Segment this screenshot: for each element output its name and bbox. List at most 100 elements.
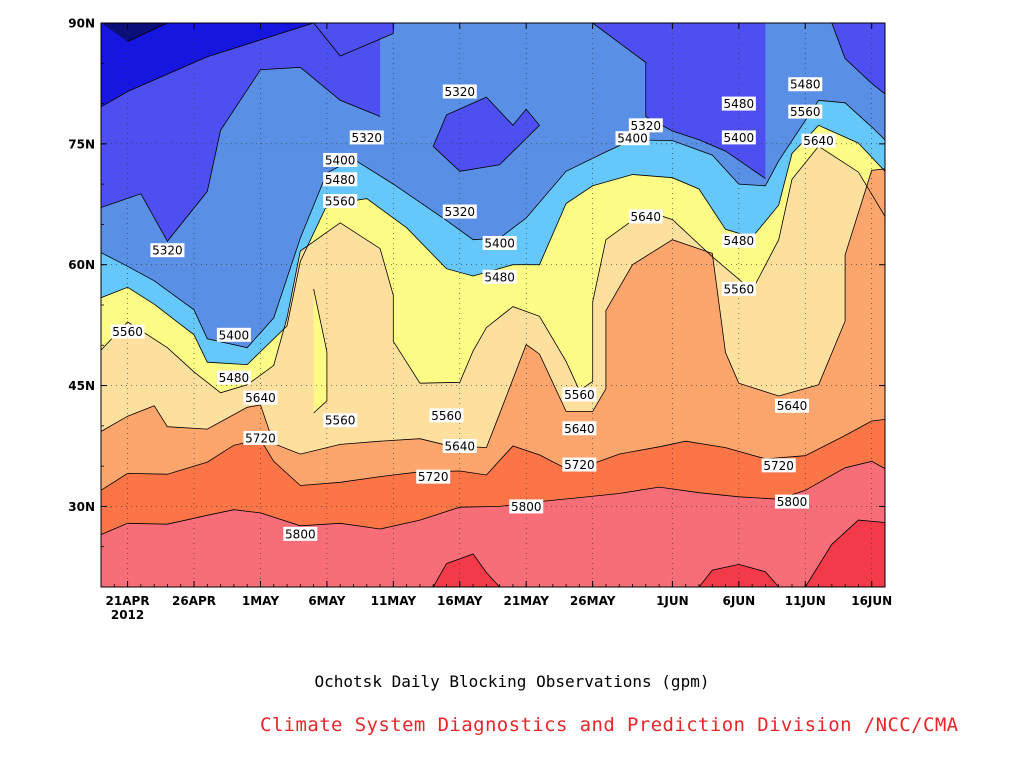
contour-label-box xyxy=(283,526,318,541)
contour-label-box xyxy=(721,233,756,248)
y-tick-label: 90N xyxy=(68,17,95,31)
contour-label-box xyxy=(442,84,477,99)
contour-label-box xyxy=(323,152,358,167)
contour-label-box xyxy=(482,269,517,284)
contour-label-text: 5480 xyxy=(219,371,250,385)
contour-label: 5560 xyxy=(323,194,358,209)
contour-label-text: 5640 xyxy=(564,422,595,436)
contour-label: 5480 xyxy=(788,77,823,92)
credit-line: Climate System Diagnostics and Predictio… xyxy=(260,714,959,736)
band-above-5880-a xyxy=(433,554,500,587)
contour-line-5480 xyxy=(101,124,885,366)
contour-label-text: 5640 xyxy=(245,391,276,405)
contour-label: 5320 xyxy=(442,84,477,99)
contour-line-5320 xyxy=(101,66,381,243)
y-tick-label: 75N xyxy=(68,137,95,151)
contour-label-text: 5480 xyxy=(724,234,755,248)
contour-label-box xyxy=(482,235,517,250)
contour-label-box xyxy=(323,172,358,187)
contour-label: 5640 xyxy=(562,421,597,436)
band-5240-5320-again xyxy=(101,23,314,107)
contour-label-text: 5720 xyxy=(418,470,449,484)
contour-label: 5480 xyxy=(216,370,251,385)
contour-label-box xyxy=(243,390,278,405)
band-5320-far-east xyxy=(831,23,885,94)
contour-label: 5640 xyxy=(774,398,809,413)
contour-label-text: 5320 xyxy=(445,85,476,99)
contour-label-box xyxy=(562,387,597,402)
contour-label: 5320 xyxy=(442,204,477,219)
contour-label-box xyxy=(323,413,358,428)
contour-label-box xyxy=(761,458,796,473)
x-tick-label: 11JUN xyxy=(785,594,826,608)
contour-label: 5640 xyxy=(243,390,278,405)
contour-label-text: 5720 xyxy=(245,431,276,445)
x-tick-label: 1MAY xyxy=(242,594,279,608)
contour-line-5320 xyxy=(831,23,885,95)
contour-label: 5320 xyxy=(349,130,384,145)
contour-label: 5560 xyxy=(429,408,464,423)
contour-label: 5400 xyxy=(323,152,358,167)
contour-label: 5720 xyxy=(761,458,796,473)
contour-label: 5640 xyxy=(801,133,836,148)
contour-label-box xyxy=(774,398,809,413)
contour-label-text: 5480 xyxy=(484,270,515,284)
contour-label-text: 5640 xyxy=(631,210,662,224)
contour-label-box xyxy=(110,324,145,339)
contour-line-5560 xyxy=(313,288,328,414)
contour-label: 5800 xyxy=(774,494,809,509)
contour-label-text: 5480 xyxy=(790,78,821,92)
contour-line-5880 xyxy=(804,519,885,587)
contour-label-text: 5400 xyxy=(325,153,356,167)
contour-label-box xyxy=(562,421,597,436)
contour-label-box xyxy=(429,408,464,423)
contour-chart: 5320 5400 5480 5560 5640 5720 5800 5560 5560 5480… xyxy=(68,17,892,623)
band-5320-west xyxy=(101,23,381,242)
contour-label-text: 5640 xyxy=(777,399,808,413)
contour-label: 5480 xyxy=(323,172,358,187)
contour-label-text: 5720 xyxy=(763,459,794,473)
x-tick-label: 11MAY xyxy=(371,594,417,608)
contour-label-box xyxy=(615,131,650,146)
contour-label-text: 5560 xyxy=(564,388,595,402)
x-tick-label: 26APR xyxy=(172,594,216,608)
contour-label: 5400 xyxy=(216,327,251,342)
contour-line-5880 xyxy=(432,553,500,587)
contour-label: 5640 xyxy=(442,439,477,454)
contour-label-text: 5800 xyxy=(511,500,542,514)
contour-label-text: 5320 xyxy=(351,131,382,145)
contour-label-box xyxy=(323,194,358,209)
contour-fills xyxy=(101,23,885,587)
band-5560-pocket xyxy=(313,288,327,413)
x-tick-label: 1JUN xyxy=(656,594,689,608)
contour-label-box xyxy=(416,469,451,484)
x-tick-label: 21MAY xyxy=(503,594,549,608)
contour-label: 5480 xyxy=(721,233,756,248)
x-tick-label: 21APR xyxy=(106,594,150,608)
x-tick-label: 16MAY xyxy=(437,594,483,608)
contour-label-box xyxy=(150,243,185,258)
contour-label: 5720 xyxy=(416,469,451,484)
contour-label-text: 5560 xyxy=(724,282,755,296)
contour-label-text: 5560 xyxy=(112,325,143,339)
contour-label: 5560 xyxy=(323,413,358,428)
y-tick-label: 60N xyxy=(68,258,95,272)
x-tick-sublabel: 2012 xyxy=(111,608,144,622)
y-tick-label: 45N xyxy=(68,379,95,393)
contour-label-text: 5480 xyxy=(325,173,356,187)
x-tick-label: 6JUN xyxy=(723,594,756,608)
contour-line-5560 xyxy=(101,145,885,394)
contour-label-box xyxy=(442,204,477,219)
contour-label: 5800 xyxy=(509,499,544,514)
contour-label: 5720 xyxy=(243,430,278,445)
contour-label: 5720 xyxy=(562,457,597,472)
contour-label-text: 5560 xyxy=(790,105,821,119)
contour-label-box xyxy=(801,133,836,148)
x-tick-label: 26MAY xyxy=(570,594,616,608)
contour-line-5640 xyxy=(101,168,885,455)
contour-line-5320 xyxy=(592,23,766,179)
contour-label-box xyxy=(628,118,663,133)
band-darkest xyxy=(101,23,248,42)
contour-label-box xyxy=(349,130,384,145)
